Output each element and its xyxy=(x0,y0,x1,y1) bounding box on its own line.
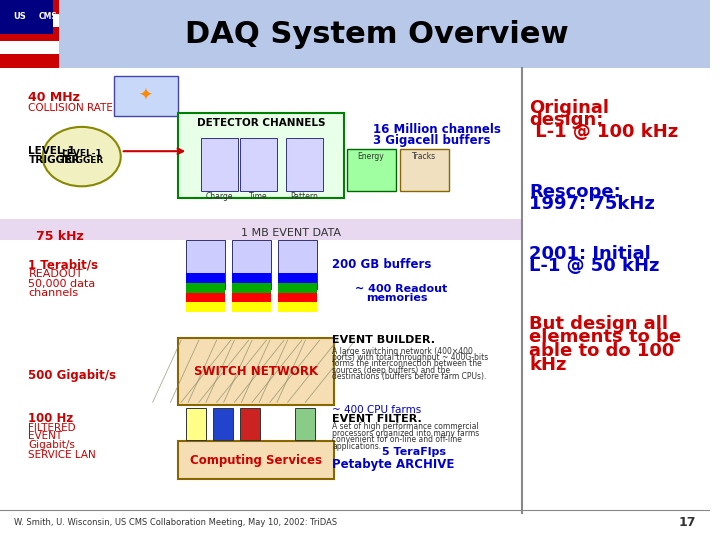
FancyBboxPatch shape xyxy=(279,283,318,293)
FancyBboxPatch shape xyxy=(0,0,710,68)
Text: Energy: Energy xyxy=(357,152,384,161)
FancyBboxPatch shape xyxy=(0,0,53,33)
Text: channels: channels xyxy=(28,288,78,298)
FancyBboxPatch shape xyxy=(240,408,260,440)
Text: EVENT: EVENT xyxy=(28,431,63,441)
Text: Pattern: Pattern xyxy=(291,192,318,201)
FancyBboxPatch shape xyxy=(0,219,522,240)
Text: convenient for on-line and off-line: convenient for on-line and off-line xyxy=(333,435,462,444)
FancyBboxPatch shape xyxy=(213,408,233,440)
Text: FILTERED: FILTERED xyxy=(28,423,76,433)
FancyBboxPatch shape xyxy=(201,138,238,191)
Text: 16 Million channels: 16 Million channels xyxy=(373,123,500,136)
FancyBboxPatch shape xyxy=(279,240,318,289)
Text: Computing Services: Computing Services xyxy=(189,454,322,467)
Text: 1 Terabit/s: 1 Terabit/s xyxy=(28,258,99,271)
Text: Tracks: Tracks xyxy=(412,152,436,161)
Text: ports) with total throughput ~ 400G-bits: ports) with total throughput ~ 400G-bits xyxy=(333,353,489,362)
FancyBboxPatch shape xyxy=(186,240,225,289)
FancyBboxPatch shape xyxy=(178,338,334,405)
Text: SWITCH NETWORK: SWITCH NETWORK xyxy=(194,365,318,378)
FancyBboxPatch shape xyxy=(233,302,271,312)
Text: Rescope:: Rescope: xyxy=(529,183,621,201)
Text: 50,000 data: 50,000 data xyxy=(28,279,96,288)
Text: READOUT: READOUT xyxy=(28,269,83,279)
FancyBboxPatch shape xyxy=(240,138,277,191)
Text: LEVEL-1: LEVEL-1 xyxy=(61,149,102,158)
Text: ~ 400 Readout: ~ 400 Readout xyxy=(355,284,447,294)
Text: 3 Gigacell buffers: 3 Gigacell buffers xyxy=(373,134,490,147)
Text: A set of high performance commercial: A set of high performance commercial xyxy=(333,422,479,431)
FancyBboxPatch shape xyxy=(286,138,323,191)
FancyBboxPatch shape xyxy=(279,302,318,312)
FancyBboxPatch shape xyxy=(233,240,271,289)
Text: L-1 @ 50 kHz: L-1 @ 50 kHz xyxy=(529,257,660,275)
Text: able to do 100: able to do 100 xyxy=(529,342,675,360)
FancyBboxPatch shape xyxy=(233,273,271,283)
FancyBboxPatch shape xyxy=(233,283,271,293)
Text: 17: 17 xyxy=(678,516,696,529)
FancyBboxPatch shape xyxy=(0,40,58,54)
Text: 2001: Initial: 2001: Initial xyxy=(529,245,651,263)
Text: Charge: Charge xyxy=(206,192,233,201)
Circle shape xyxy=(42,127,121,186)
Text: DAQ System Overview: DAQ System Overview xyxy=(184,19,568,49)
Text: kHz: kHz xyxy=(529,355,567,374)
Text: CMS: CMS xyxy=(39,12,58,22)
FancyBboxPatch shape xyxy=(346,148,395,191)
Text: A large switching network (400×400: A large switching network (400×400 xyxy=(333,347,473,355)
FancyBboxPatch shape xyxy=(0,0,58,14)
Text: ~ 400 CPU farms: ~ 400 CPU farms xyxy=(333,406,422,415)
Text: COLLISION RATE: COLLISION RATE xyxy=(28,103,113,113)
Text: SERVICE LAN: SERVICE LAN xyxy=(28,450,96,460)
Text: sources (deep buffers) and the: sources (deep buffers) and the xyxy=(333,366,451,375)
FancyBboxPatch shape xyxy=(114,76,178,116)
FancyBboxPatch shape xyxy=(178,441,334,479)
Text: ✦: ✦ xyxy=(139,86,153,105)
FancyBboxPatch shape xyxy=(233,293,271,302)
FancyBboxPatch shape xyxy=(400,148,449,191)
Text: destinations (buffers before farm CPUs).: destinations (buffers before farm CPUs). xyxy=(333,373,487,381)
Text: Original: Original xyxy=(529,99,609,117)
Text: TRIGGER: TRIGGER xyxy=(28,156,80,165)
FancyBboxPatch shape xyxy=(294,408,315,440)
Text: 1997: 75kHz: 1997: 75kHz xyxy=(529,195,655,213)
FancyBboxPatch shape xyxy=(186,273,225,283)
Text: W. Smith, U. Wisconsin, US CMS Collaboration Meeting, May 10, 2002: TriDAS: W. Smith, U. Wisconsin, US CMS Collabora… xyxy=(14,518,338,526)
FancyBboxPatch shape xyxy=(186,302,225,312)
Text: EVENT FILTER.: EVENT FILTER. xyxy=(333,414,422,423)
Text: Time: Time xyxy=(249,192,268,201)
FancyBboxPatch shape xyxy=(186,408,206,440)
Text: elements to be: elements to be xyxy=(529,328,681,347)
Text: DETECTOR CHANNELS: DETECTOR CHANNELS xyxy=(197,118,325,127)
Text: L-1 @ 100 kHz: L-1 @ 100 kHz xyxy=(529,123,678,141)
Text: TRIGGER: TRIGGER xyxy=(60,156,104,165)
Text: 75 kHz: 75 kHz xyxy=(35,230,84,243)
Text: US: US xyxy=(13,12,25,22)
Text: 40 MHz: 40 MHz xyxy=(28,91,81,104)
FancyBboxPatch shape xyxy=(279,273,318,283)
Text: 500 Gigabit/s: 500 Gigabit/s xyxy=(28,369,117,382)
Text: EVENT BUILDER.: EVENT BUILDER. xyxy=(333,335,436,345)
Text: design:: design: xyxy=(529,111,603,129)
FancyBboxPatch shape xyxy=(0,27,58,40)
Text: 1 MB EVENT DATA: 1 MB EVENT DATA xyxy=(241,228,341,238)
Text: forms the interconnection between the: forms the interconnection between the xyxy=(333,360,482,368)
FancyBboxPatch shape xyxy=(186,293,225,302)
Text: LEVEL-1: LEVEL-1 xyxy=(28,146,76,156)
Text: 5 TeraFlps: 5 TeraFlps xyxy=(382,447,446,457)
FancyBboxPatch shape xyxy=(186,283,225,293)
FancyBboxPatch shape xyxy=(279,293,318,302)
FancyBboxPatch shape xyxy=(0,54,58,68)
Text: But design all: But design all xyxy=(529,315,668,333)
Text: 100 Hz: 100 Hz xyxy=(28,412,73,425)
Text: Petabyte ARCHIVE: Petabyte ARCHIVE xyxy=(333,458,455,471)
Text: 200 GB buffers: 200 GB buffers xyxy=(333,258,432,271)
Text: Gigabit/s: Gigabit/s xyxy=(28,441,76,450)
FancyBboxPatch shape xyxy=(0,14,58,27)
Text: applications.: applications. xyxy=(333,442,382,450)
FancyBboxPatch shape xyxy=(178,113,344,198)
Text: processors organized into many farms: processors organized into many farms xyxy=(333,429,480,437)
Text: memories: memories xyxy=(366,293,427,303)
